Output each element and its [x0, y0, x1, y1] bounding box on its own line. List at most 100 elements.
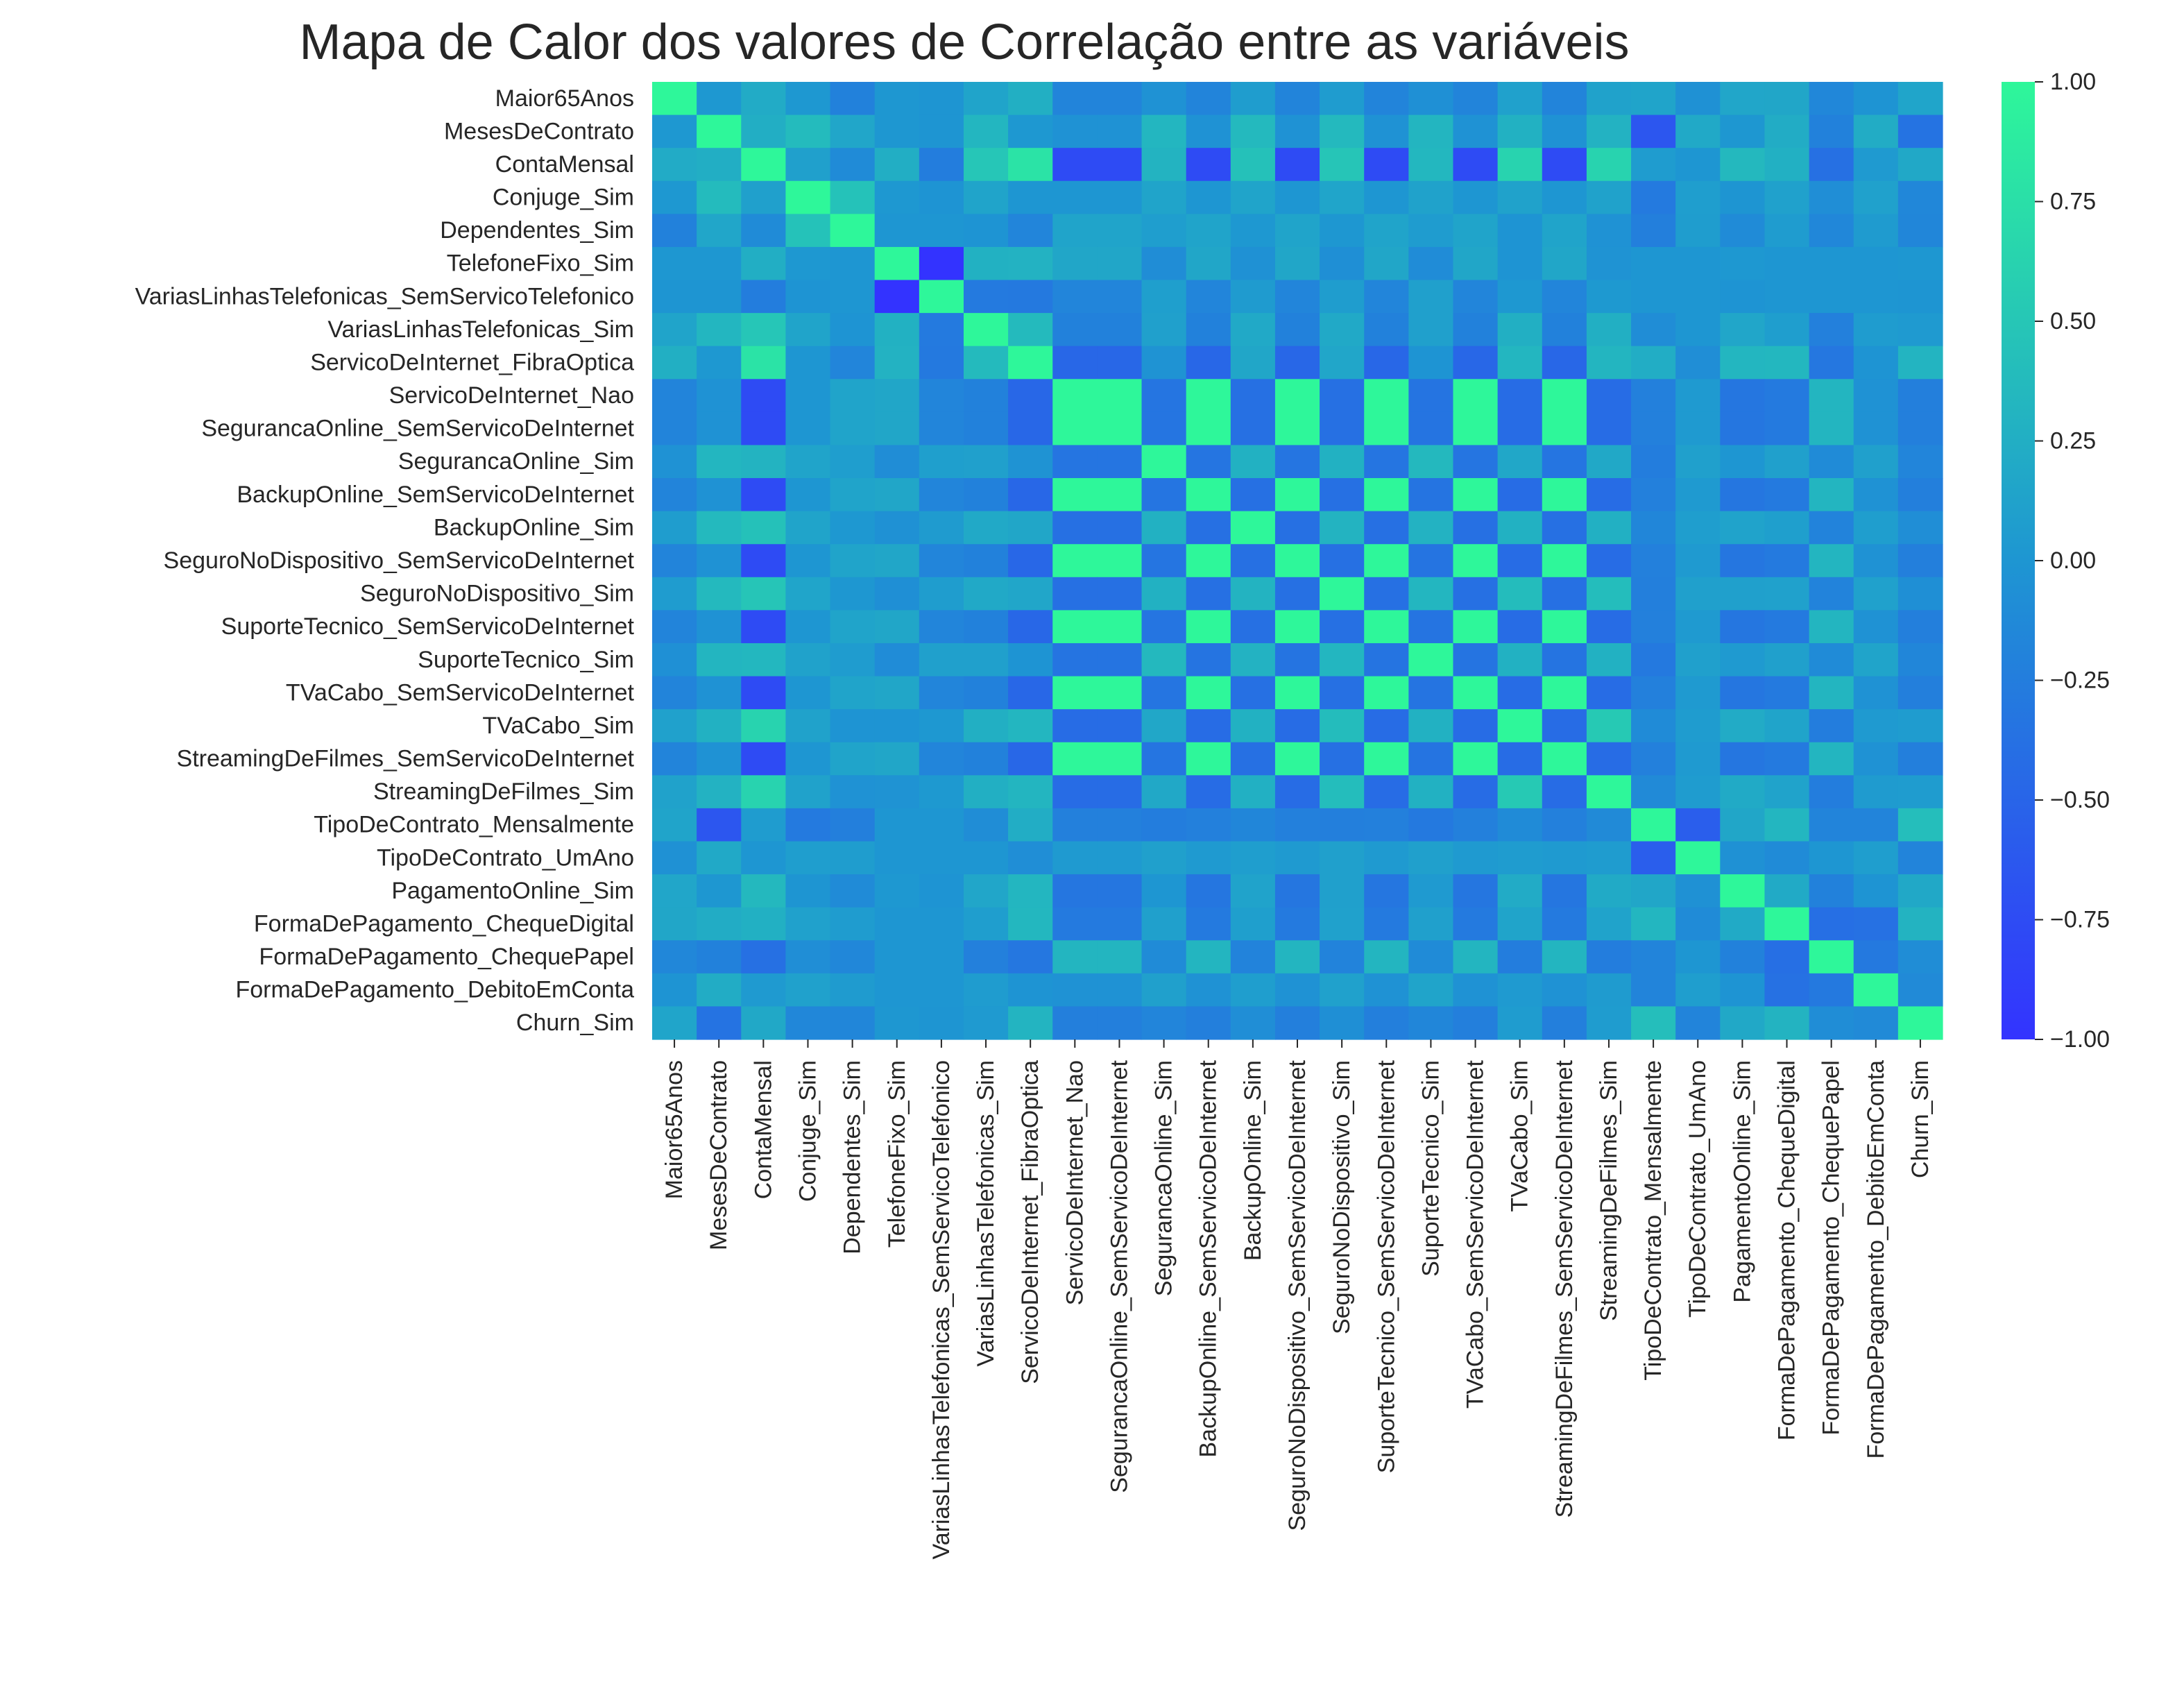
heatmap-cell — [1230, 214, 1276, 248]
heatmap-cell — [963, 577, 1009, 611]
heatmap-cell — [1320, 907, 1365, 941]
heatmap-cell — [1320, 180, 1365, 214]
heatmap-cell — [1408, 940, 1454, 974]
heatmap-cell — [1720, 82, 1766, 116]
heatmap-cell — [1453, 907, 1499, 941]
heatmap-cell — [1274, 445, 1320, 479]
y-tick-label: BackupOnline_SemServicoDeInternet — [237, 482, 634, 508]
heatmap-cell — [874, 775, 920, 809]
heatmap-cell — [1274, 379, 1320, 413]
heatmap-cell — [1320, 346, 1365, 380]
heatmap-cell — [741, 907, 787, 941]
heatmap-cell — [652, 643, 697, 677]
heatmap-cell — [652, 346, 697, 380]
heatmap-cell — [1408, 577, 1454, 611]
heatmap-cell — [1586, 280, 1632, 314]
heatmap-cell — [874, 246, 920, 281]
heatmap-cell — [1586, 214, 1632, 248]
heatmap-cell — [1675, 82, 1721, 116]
heatmap-cell — [785, 114, 831, 148]
heatmap-cell — [963, 313, 1009, 347]
heatmap-cell — [1853, 643, 1899, 677]
heatmap-cell — [1364, 973, 1409, 1007]
heatmap-cell — [830, 841, 876, 875]
heatmap-cell — [1364, 511, 1409, 545]
x-tick-label: VariasLinhasTelefonicas_SemServicoTelefo… — [928, 1060, 955, 1559]
heatmap-cell — [1675, 180, 1721, 214]
heatmap-cell — [1408, 214, 1454, 248]
heatmap-cell — [1274, 180, 1320, 214]
heatmap-cell — [1186, 775, 1231, 809]
heatmap-cell — [1453, 114, 1499, 148]
heatmap-cell — [1764, 874, 1810, 908]
heatmap-cell — [1497, 940, 1543, 974]
heatmap-cell — [1631, 313, 1676, 347]
heatmap-cell — [1320, 841, 1365, 875]
heatmap-cell — [1141, 214, 1187, 248]
y-tick-label: TipoDeContrato_UmAno — [377, 844, 634, 871]
heatmap-cell — [1497, 280, 1543, 314]
heatmap-cell — [1542, 577, 1587, 611]
heatmap-cell — [1320, 82, 1365, 116]
heatmap-cell — [1274, 1006, 1320, 1040]
heatmap-cell — [1897, 610, 1943, 644]
heatmap-cell — [919, 511, 964, 545]
heatmap-cell — [1186, 973, 1231, 1007]
heatmap-cell — [874, 907, 920, 941]
heatmap-cell — [741, 445, 787, 479]
heatmap-cell — [1230, 907, 1276, 941]
heatmap-cell — [1720, 709, 1766, 743]
heatmap-cell — [1497, 180, 1543, 214]
heatmap-cell — [1230, 379, 1276, 413]
heatmap-cell — [1809, 346, 1854, 380]
heatmap-cell — [1897, 841, 1943, 875]
heatmap-cell — [1408, 742, 1454, 776]
heatmap-cell — [1809, 676, 1854, 710]
heatmap-cell — [1675, 709, 1721, 743]
heatmap-cell — [741, 775, 787, 809]
heatmap-cell — [1764, 313, 1810, 347]
heatmap-cell — [1631, 114, 1676, 148]
heatmap-cell — [830, 907, 876, 941]
heatmap-cell — [830, 1006, 876, 1040]
heatmap-cell — [1897, 114, 1943, 148]
heatmap-cell — [1186, 1006, 1231, 1040]
chart-title: Mapa de Calor dos valores de Correlação … — [300, 15, 1630, 70]
heatmap-cell — [1720, 775, 1766, 809]
heatmap-cell — [963, 511, 1009, 545]
heatmap-cell — [1897, 874, 1943, 908]
heatmap-cell — [1052, 246, 1098, 281]
heatmap-cell — [1764, 940, 1810, 974]
heatmap-cell — [1097, 841, 1143, 875]
heatmap-cell — [1364, 676, 1409, 710]
heatmap-cell — [1897, 742, 1943, 776]
heatmap-cell — [1586, 1006, 1632, 1040]
heatmap-cell — [1364, 379, 1409, 413]
heatmap-cell — [1320, 874, 1365, 908]
heatmap-cell — [1586, 940, 1632, 974]
heatmap-cell — [1631, 940, 1676, 974]
heatmap-cell — [1631, 841, 1676, 875]
heatmap-cell — [1186, 246, 1231, 281]
heatmap-cell — [1453, 808, 1499, 842]
heatmap-cell — [1809, 841, 1854, 875]
y-tick-label: ServicoDeInternet_FibraOptica — [310, 349, 634, 375]
heatmap-cell — [1408, 180, 1454, 214]
heatmap-cell — [785, 742, 831, 776]
heatmap-cell — [652, 114, 697, 148]
heatmap-cell — [1008, 511, 1053, 545]
heatmap-cell — [1274, 214, 1320, 248]
heatmap-cell — [1720, 544, 1766, 578]
heatmap-cell — [874, 346, 920, 380]
heatmap-cell — [741, 709, 787, 743]
heatmap-cell — [1720, 973, 1766, 1007]
x-tick-label: FormaDePagamento_ChequeDigital — [1774, 1060, 1800, 1440]
heatmap-cell — [1052, 841, 1098, 875]
heatmap-cell — [1897, 544, 1943, 578]
heatmap-cell — [1186, 411, 1231, 446]
y-tick-label: StreamingDeFilmes_Sim — [373, 779, 634, 805]
heatmap-cell — [1453, 940, 1499, 974]
y-tick-label: FormaDePagamento_ChequeDigital — [254, 910, 634, 937]
heatmap-cell — [1631, 544, 1676, 578]
heatmap-cell — [1453, 775, 1499, 809]
